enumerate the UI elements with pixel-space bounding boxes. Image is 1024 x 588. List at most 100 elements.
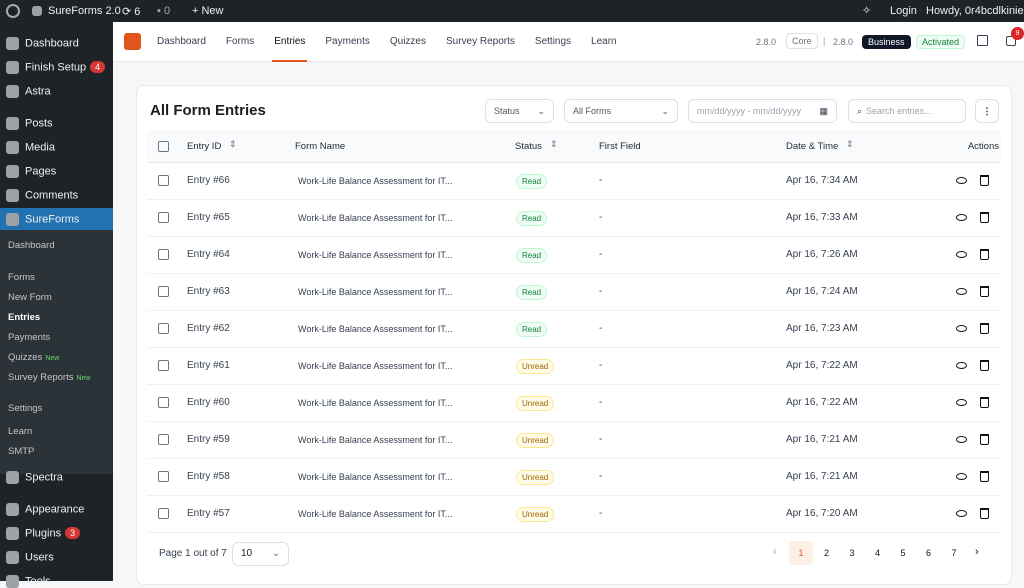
menu-item[interactable]: Appearance (6, 503, 84, 516)
menu-item[interactable]: Pages (6, 165, 56, 178)
nav-item[interactable]: Entries (272, 22, 308, 62)
nav-item[interactable]: Learn (591, 36, 617, 47)
delete-icon[interactable] (980, 249, 989, 260)
search-input[interactable]: ⌕ Search entries... (848, 99, 966, 123)
menu-item[interactable]: Tools (6, 575, 51, 588)
status-filter[interactable]: Status ⌄ (485, 99, 554, 123)
site-link[interactable]: SureForms 2.0 (32, 5, 121, 17)
new-link[interactable]: + New (192, 5, 224, 17)
view-icon[interactable] (956, 325, 967, 332)
submenu-item[interactable]: Settings (8, 403, 42, 414)
page-number[interactable]: 4 (874, 548, 880, 558)
plugin-logo[interactable] (124, 33, 141, 50)
docs-icon[interactable] (977, 35, 988, 46)
row-checkbox[interactable] (158, 508, 169, 519)
delete-icon[interactable] (980, 360, 989, 371)
nav-item[interactable]: Survey Reports (445, 36, 515, 47)
search-placeholder: Search entries... (866, 106, 932, 116)
row-checkbox[interactable] (158, 434, 169, 445)
form-name: Work-Life Balance Assessment for IT... (298, 398, 453, 408)
row-checkbox[interactable] (158, 360, 169, 371)
submenu-item[interactable]: Dashboard (8, 240, 54, 251)
delete-icon[interactable] (980, 397, 989, 408)
view-icon[interactable] (956, 177, 967, 184)
menu-label: Comments (25, 189, 79, 202)
form-filter[interactable]: All Forms ⌄ (564, 99, 678, 123)
updates[interactable]: ⟳ 6 (122, 6, 141, 18)
submenu-item[interactable]: Entries (8, 312, 40, 323)
sparkle-icon[interactable]: ✧ (862, 5, 872, 17)
next-page[interactable]: › (975, 546, 979, 558)
date-filter[interactable]: mm/dd/yyyy - mm/dd/yyyy ▦ (688, 99, 837, 123)
menu-item[interactable]: Users (6, 551, 54, 564)
page-number[interactable]: 1 (789, 541, 813, 565)
prev-page[interactable]: ‹ (773, 546, 777, 558)
menu-item[interactable]: Plugins 3 (6, 527, 81, 540)
nav-item[interactable]: Payments (325, 36, 370, 47)
sort-icon[interactable]: ⇕ (846, 139, 854, 149)
nav-item[interactable]: Settings (534, 36, 572, 47)
row-checkbox[interactable] (158, 286, 169, 297)
page-number[interactable]: 5 (900, 548, 906, 558)
view-icon[interactable] (956, 473, 967, 480)
menu-icon (6, 551, 19, 564)
view-icon[interactable] (956, 510, 967, 517)
select-all[interactable] (158, 141, 169, 152)
more-menu[interactable]: ⋮ (975, 99, 999, 123)
delete-icon[interactable] (980, 212, 989, 223)
row-checkbox[interactable] (158, 175, 169, 186)
submenu-item[interactable]: Payments (8, 332, 50, 343)
menu-item[interactable]: Finish Setup 4 (6, 61, 106, 74)
entry-id: Entry #59 (187, 434, 230, 445)
submenu-item[interactable]: Quizzes New (8, 352, 59, 363)
row-checkbox[interactable] (158, 471, 169, 482)
row-checkbox[interactable] (158, 323, 169, 334)
page-number[interactable]: 2 (823, 548, 829, 558)
nav-item[interactable]: Dashboard (157, 36, 206, 47)
page-number[interactable]: 6 (925, 548, 931, 558)
per-page-select[interactable]: 10 ⌄ (232, 542, 289, 566)
login-link[interactable]: Login (890, 5, 917, 17)
menu-label: New Form (8, 292, 52, 303)
submenu-item[interactable]: Forms (8, 272, 35, 283)
menu-item[interactable]: Comments (6, 189, 78, 202)
delete-icon[interactable] (980, 434, 989, 445)
submenu-item[interactable]: SMTP (8, 446, 34, 457)
delete-icon[interactable] (980, 175, 989, 186)
menu-badge: 3 (65, 527, 81, 540)
page-number[interactable]: 7 (951, 548, 957, 558)
menu-item[interactable]: Dashboard (6, 37, 79, 50)
sort-icon[interactable]: ⇕ (229, 139, 237, 149)
nav-item[interactable]: Quizzes (389, 36, 426, 47)
howdy[interactable]: Howdy, 0r4bcdlkinie (926, 5, 1024, 17)
menu-item[interactable]: Spectra (6, 471, 63, 484)
delete-icon[interactable] (980, 508, 989, 519)
nav-item[interactable]: Forms (225, 36, 255, 47)
active-menu-bg (0, 208, 113, 230)
row-checkbox[interactable] (158, 397, 169, 408)
menu-label: Settings (8, 403, 43, 414)
page-number[interactable]: 3 (849, 548, 855, 558)
view-icon[interactable] (956, 362, 967, 369)
submenu-item[interactable]: New Form (8, 292, 52, 303)
column-header: Status (515, 141, 542, 152)
menu-item[interactable]: SureForms (6, 213, 79, 226)
row-checkbox[interactable] (158, 249, 169, 260)
delete-icon[interactable] (980, 471, 989, 482)
view-icon[interactable] (956, 214, 967, 221)
sort-icon[interactable]: ⇕ (550, 139, 558, 149)
submenu-item[interactable]: Learn (8, 426, 32, 437)
view-icon[interactable] (956, 399, 967, 406)
delete-icon[interactable] (980, 323, 989, 334)
delete-icon[interactable] (980, 286, 989, 297)
view-icon[interactable] (956, 251, 967, 258)
wp-logo[interactable] (6, 4, 20, 18)
comments[interactable]: ▪ 0 (157, 5, 171, 17)
menu-item[interactable]: Astra (6, 85, 51, 98)
view-icon[interactable] (956, 436, 967, 443)
submenu-item[interactable]: Survey Reports New (8, 372, 91, 383)
menu-item[interactable]: Media (6, 141, 55, 154)
row-checkbox[interactable] (158, 212, 169, 223)
view-icon[interactable] (956, 288, 967, 295)
menu-item[interactable]: Posts (6, 117, 53, 130)
